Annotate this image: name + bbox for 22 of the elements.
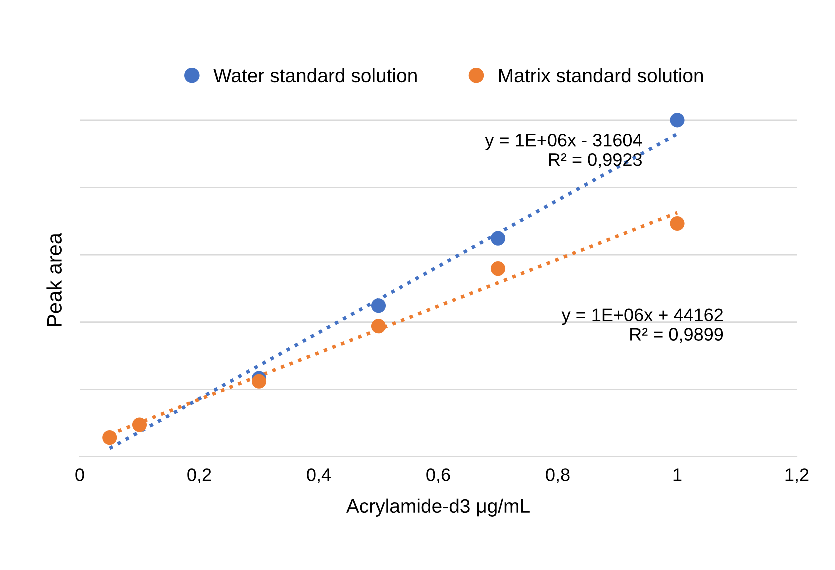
legend-label: Water standard solution bbox=[214, 68, 417, 83]
point bbox=[490, 231, 506, 246]
x-tick-label: 1 bbox=[674, 468, 682, 482]
point bbox=[371, 319, 386, 334]
point bbox=[490, 262, 506, 276]
x-axis-title: Acrylamide-d3 μg/mL bbox=[346, 498, 530, 517]
point bbox=[670, 113, 685, 128]
annotation: y = 1E+06x + 44162 R² = 0,9899 bbox=[562, 308, 724, 344]
x-tick-label: 0,2 bbox=[188, 468, 212, 484]
x-tick-label: 0 bbox=[76, 468, 84, 482]
annotation: y = 1E+06x - 31604 R² = 0,9923 bbox=[485, 134, 642, 168]
x-tick-label: 1,2 bbox=[786, 468, 809, 484]
x-tick-label: 0,6 bbox=[426, 468, 450, 484]
point bbox=[132, 418, 148, 432]
point bbox=[252, 374, 267, 389]
point bbox=[102, 430, 118, 446]
y-axis-title: Peak area bbox=[46, 233, 62, 326]
legend-label: Matrix standard solution bbox=[499, 68, 704, 83]
x-tick-label: 0,8 bbox=[546, 468, 570, 484]
point bbox=[670, 216, 685, 232]
point bbox=[371, 298, 386, 314]
x-tick-label: 0,4 bbox=[307, 468, 332, 484]
